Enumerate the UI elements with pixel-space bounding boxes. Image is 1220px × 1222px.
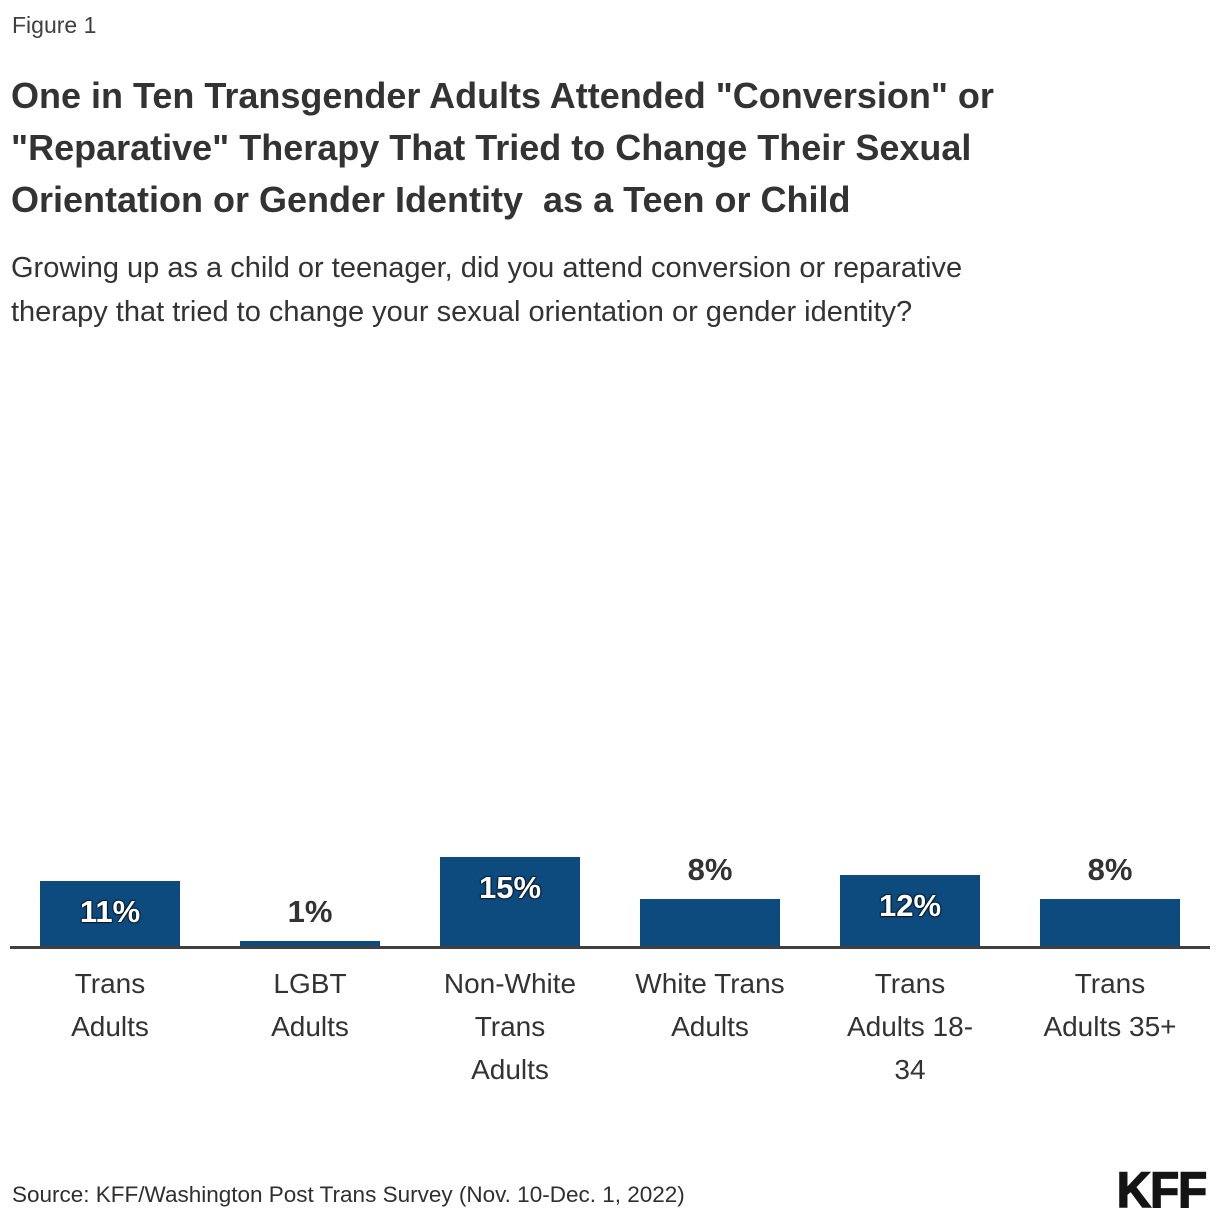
category-label-trans-adults: Trans Adults: [71, 968, 149, 1042]
bar-trans-adults-18-34: [840, 875, 980, 947]
value-label-trans-adults: 11%: [79, 894, 141, 929]
bar-trans-adults-35: [1040, 899, 1180, 947]
chart-subtitle: Growing up as a child or teenager, did y…: [11, 252, 963, 328]
category-label-trans-adults-35: Trans Adults 35+: [1043, 968, 1177, 1042]
bar-lgbt-adults: [240, 941, 380, 947]
source-note: Source: KFF/Washington Post Trans Survey…: [12, 1182, 685, 1207]
bar-non-white-trans-adults: [440, 857, 580, 947]
kff-logo: KFF: [1116, 1162, 1208, 1218]
bar-trans-adults: [40, 881, 180, 947]
category-label-trans-adults-18-34: Trans Adults 18- 34: [846, 968, 974, 1085]
value-label-trans-adults-18-34: 12%: [878, 888, 942, 923]
value-label-trans-adults-35: 8%: [1087, 852, 1133, 887]
category-label-non-white-trans-adults: Non-White Trans Adults: [443, 968, 577, 1085]
bar-white-trans-adults: [640, 899, 780, 947]
category-axis: Trans Adults LGBT Adults Non-White Trans A…: [10, 962, 1210, 1102]
value-label-white-trans-adults: 8%: [687, 852, 733, 887]
value-label-non-white-trans-adults: 15%: [478, 870, 542, 905]
x-axis-line: [10, 946, 1210, 949]
category-label-lgbt-adults: LGBT Adults: [271, 968, 349, 1042]
chart-title: One in Ten Transgender Adults Attended "…: [11, 75, 994, 220]
bar-chart: 11% 1% 15% 8% 12% 8%: [10, 347, 1210, 947]
figure-label: Figure 1: [12, 12, 97, 38]
value-label-lgbt-adults: 1%: [287, 894, 333, 929]
category-label-white-trans-adults: White Trans Adults: [635, 968, 785, 1042]
